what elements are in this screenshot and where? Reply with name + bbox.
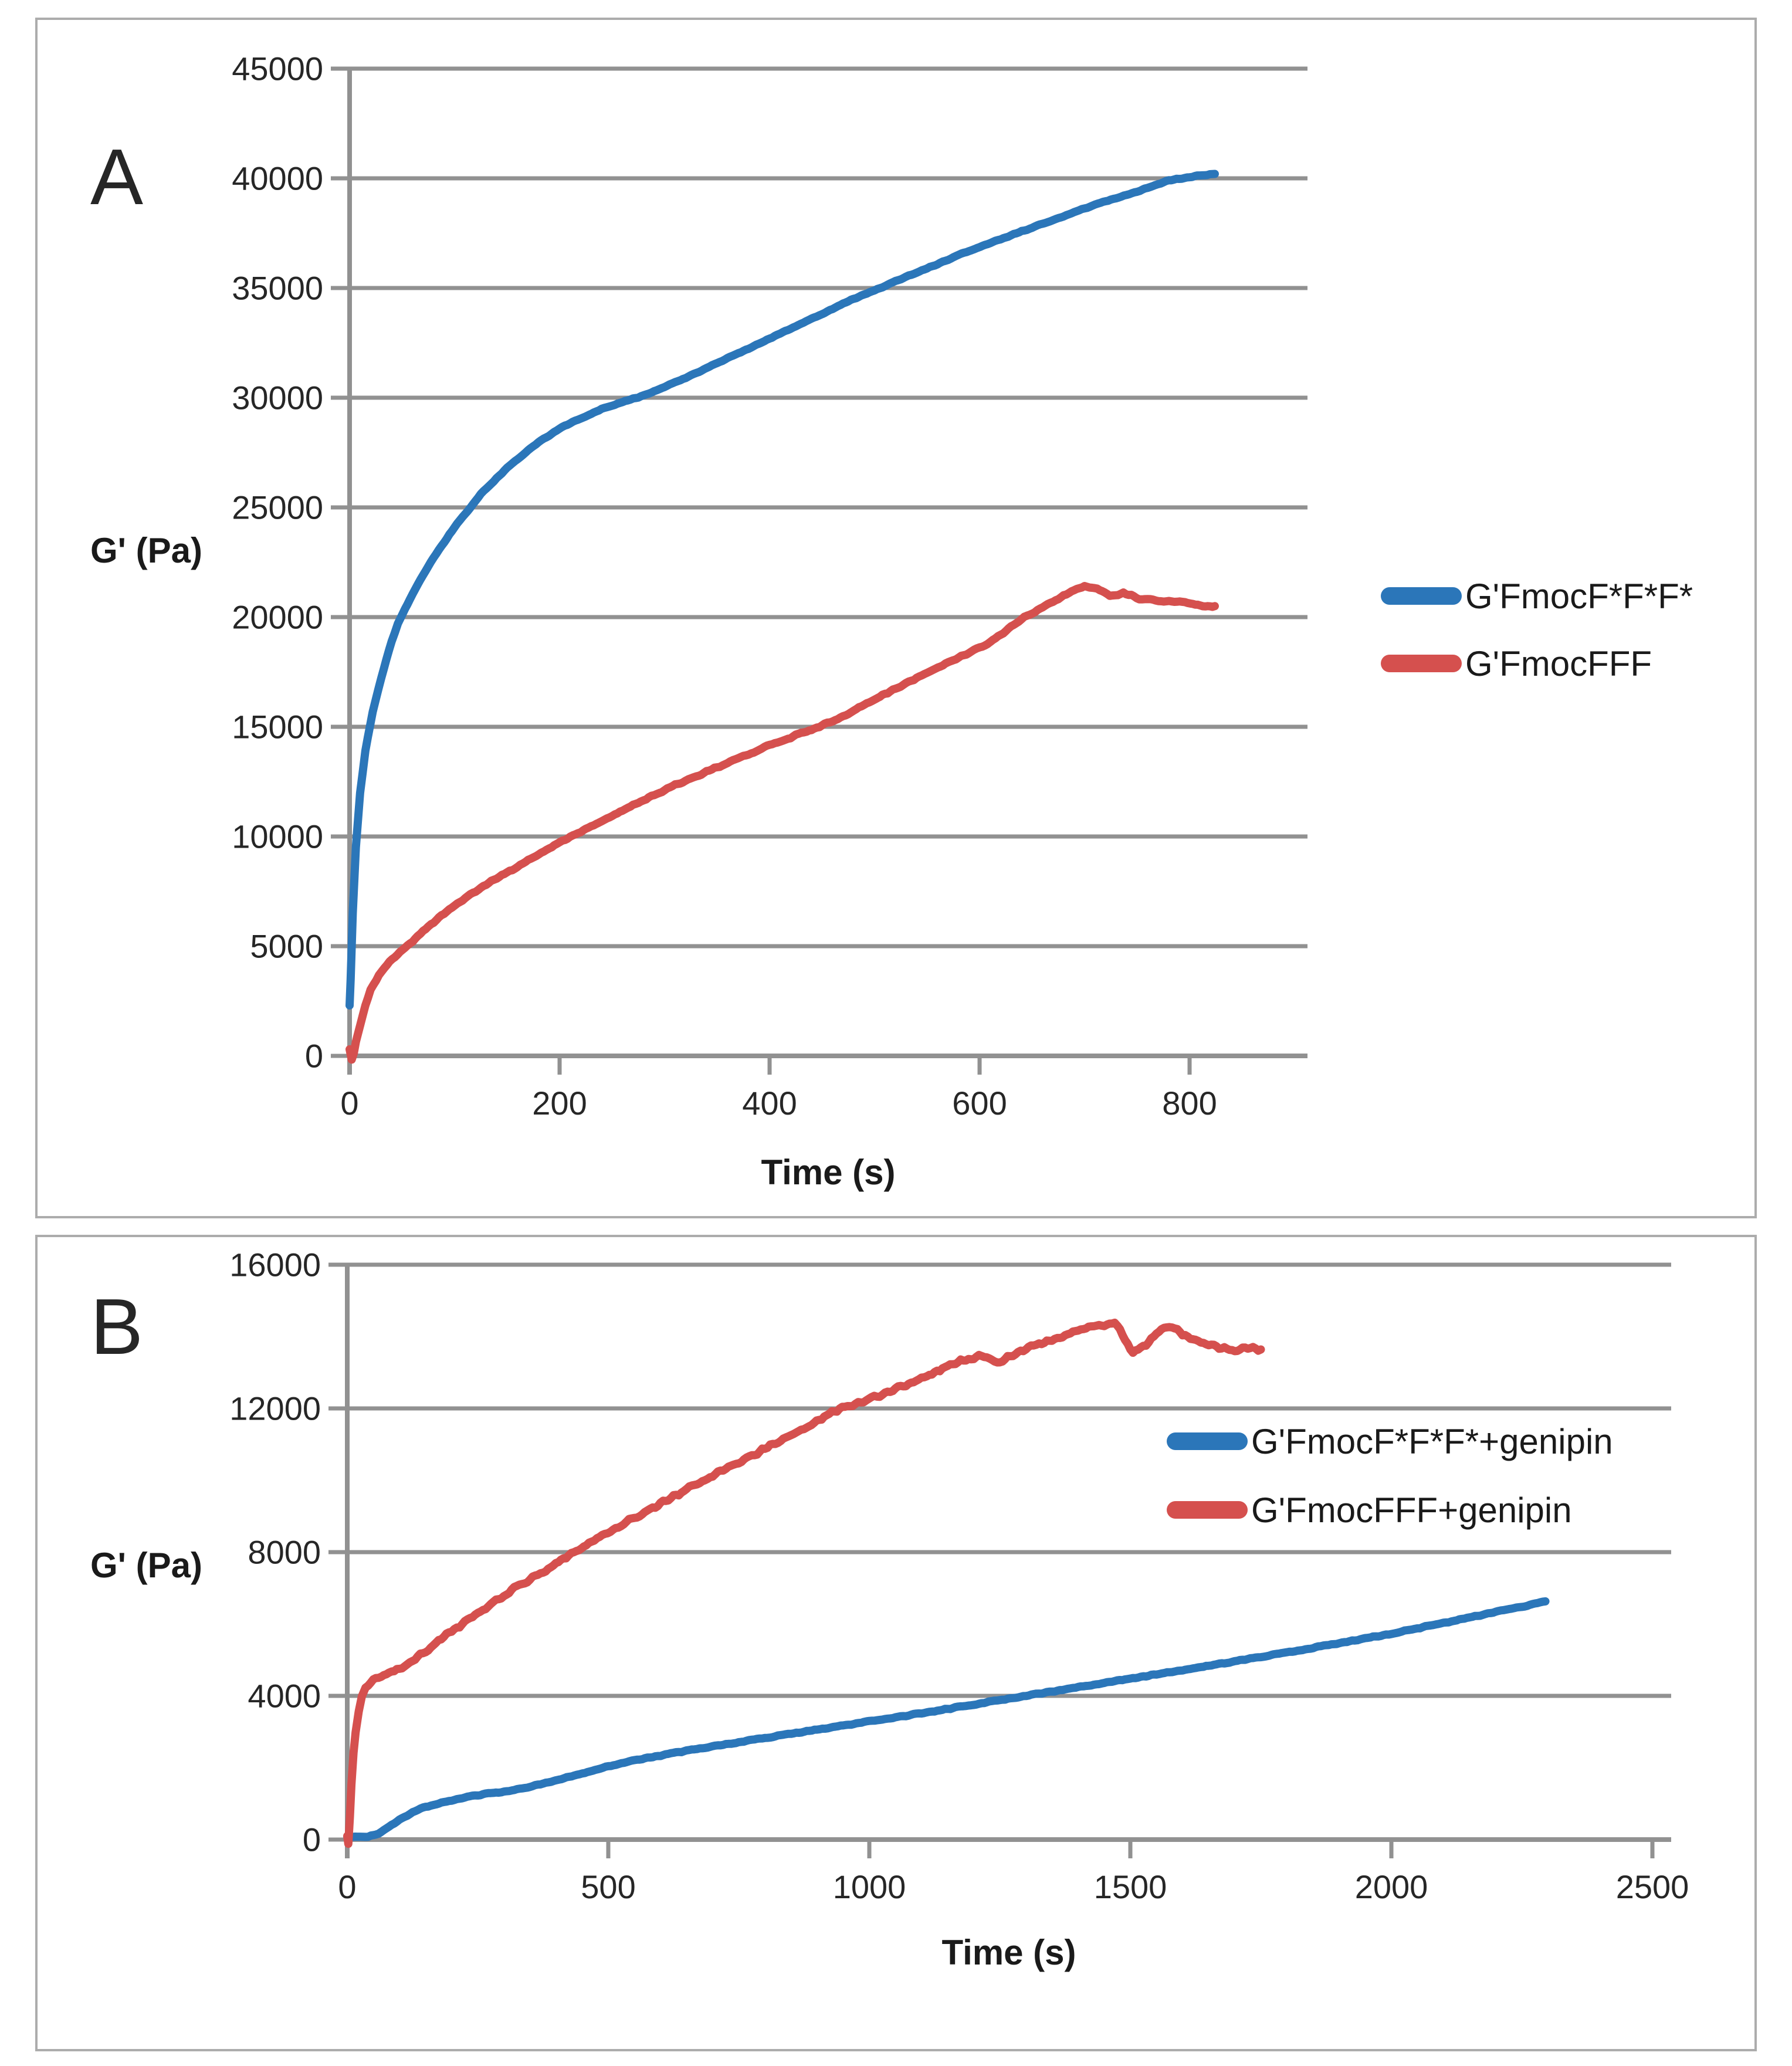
x-tick-label: 1000 xyxy=(833,1868,906,1905)
panel-a-plot: 0 5000 10000 15000 20000 25000 30000 35000 40000… xyxy=(232,50,1307,1122)
legend-label: G'FmocFFF+genipin xyxy=(1251,1490,1572,1530)
legend-label: G'FmocF*F*F*+genipin xyxy=(1251,1421,1613,1461)
y-tick-label: 40000 xyxy=(232,160,323,197)
x-tick-label: 0 xyxy=(338,1868,356,1905)
legend-swatch-red xyxy=(1167,1501,1248,1519)
panel-a: 0 5000 10000 15000 20000 25000 30000 35000 40000… xyxy=(35,18,1757,1218)
panel-b-plot: 0 4000 8000 12000 16000 0 500 1000 1500 2000 2500 xyxy=(229,1247,1689,1906)
panel-b-y-axis-title: G' (Pa) xyxy=(90,1546,202,1585)
legend-label: G'FmocFFF xyxy=(1465,643,1652,683)
panel-a-y-axis-title: G' (Pa) xyxy=(90,531,202,570)
y-tick-label: 30000 xyxy=(232,380,323,416)
panel-a-legend-item-1: G'FmocF*F*F* xyxy=(1381,576,1693,616)
panel-b-x-axis-title: Time (s) xyxy=(941,1933,1076,1972)
y-tick-label: 35000 xyxy=(232,270,323,307)
x-tick-label: 1500 xyxy=(1094,1868,1167,1905)
x-tick-label: 600 xyxy=(952,1085,1007,1122)
x-tick-label: 200 xyxy=(532,1085,587,1122)
y-tick-label: 8000 xyxy=(248,1534,321,1571)
series-line-red xyxy=(343,1318,1265,1848)
series-line-blue xyxy=(343,1597,1550,1841)
series-line-red xyxy=(345,582,1219,1064)
series-line-blue xyxy=(345,170,1219,1010)
panel-a-letter: A xyxy=(90,133,144,221)
legend-label: G'FmocF*F*F* xyxy=(1465,576,1693,616)
x-tick-label: 2000 xyxy=(1355,1868,1428,1905)
y-tick-label: 4000 xyxy=(248,1678,321,1715)
panel-a-x-axis-title: Time (s) xyxy=(761,1153,896,1192)
panel-b-legend-item-2: G'FmocFFF+genipin xyxy=(1167,1490,1572,1530)
panel-a-legend-item-2: G'FmocFFF xyxy=(1381,643,1652,683)
y-tick-label: 45000 xyxy=(232,50,323,87)
panel-b-letter: B xyxy=(90,1282,144,1371)
y-tick-label: 20000 xyxy=(232,599,323,636)
panel-b: 0 4000 8000 12000 16000 0 500 1000 1500 2000 2500 … xyxy=(35,1235,1757,2051)
legend-swatch-red xyxy=(1381,655,1462,672)
x-tick-label: 0 xyxy=(340,1085,358,1122)
y-tick-label: 0 xyxy=(303,1821,321,1858)
y-tick-label: 0 xyxy=(305,1038,323,1075)
legend-swatch-blue xyxy=(1167,1432,1248,1450)
y-tick-label: 10000 xyxy=(232,818,323,855)
y-tick-label: 5000 xyxy=(250,928,323,965)
y-tick-label: 16000 xyxy=(229,1247,321,1283)
x-tick-label: 2500 xyxy=(1616,1868,1689,1905)
legend-swatch-blue xyxy=(1381,587,1462,605)
x-tick-label: 500 xyxy=(581,1868,635,1905)
x-tick-label: 400 xyxy=(742,1085,797,1122)
y-tick-label: 15000 xyxy=(232,709,323,746)
y-tick-label: 12000 xyxy=(229,1390,321,1427)
panel-b-legend-item-1: G'FmocF*F*F*+genipin xyxy=(1167,1421,1613,1461)
y-tick-label: 25000 xyxy=(232,489,323,526)
x-tick-label: 800 xyxy=(1162,1085,1217,1122)
